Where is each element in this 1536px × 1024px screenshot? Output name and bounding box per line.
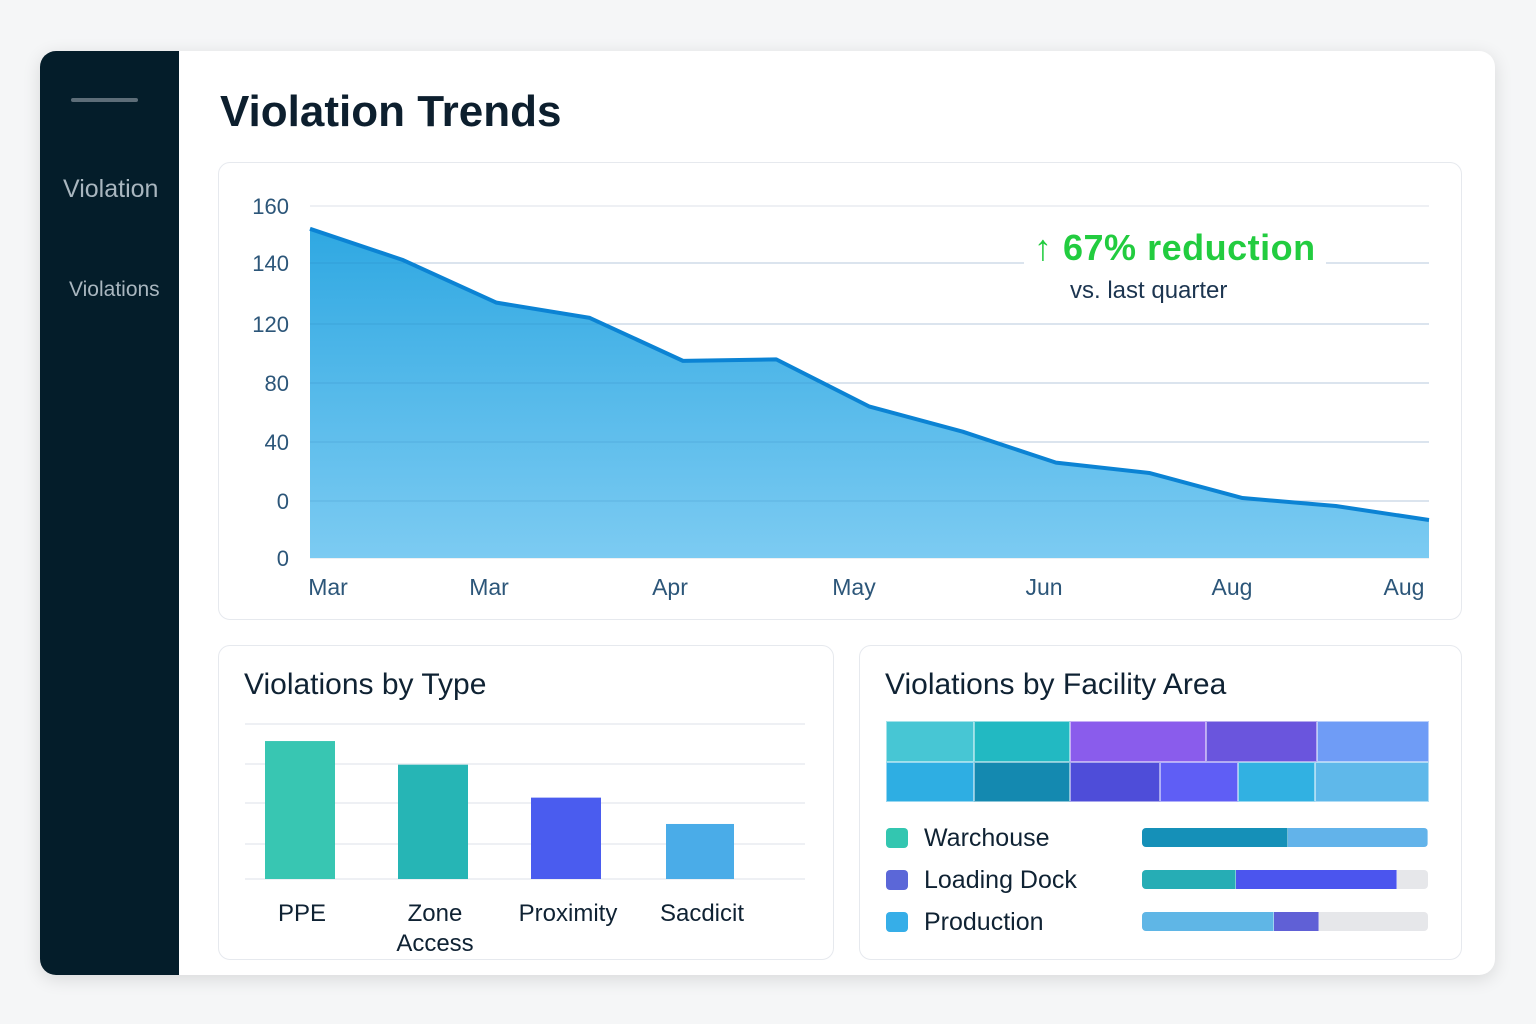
area-progress-bar — [1142, 870, 1428, 889]
treemap-row — [886, 721, 1429, 762]
reduction-headline: 67% reduction — [1063, 227, 1316, 268]
x-tick-label: May — [832, 574, 876, 600]
violations-by-type-card: Violations by Type PPE Zone Access Proximit… — [218, 645, 834, 960]
trend-chart: 160 140 120 80 40 0 0 Mar Mar Apr May Jun Aug Aug — [252, 194, 1430, 600]
progress-segment — [1142, 828, 1288, 847]
y-tick-label: 120 — [252, 312, 289, 337]
page-title: Violation Trends — [220, 87, 562, 136]
legend-label: Warchouse — [924, 823, 1050, 852]
treemap-cell[interactable] — [1069, 761, 1160, 802]
area-progress-bar — [1142, 828, 1428, 847]
treemap-cell[interactable] — [886, 721, 974, 762]
y-tick-label: 0 — [277, 546, 289, 571]
progress-segment — [1142, 870, 1237, 889]
x-tick-label: Mar — [308, 574, 348, 600]
x-tick-label: Aug — [1384, 574, 1425, 600]
legend-label: Production — [924, 907, 1044, 936]
x-tick-label: Apr — [652, 574, 688, 600]
reduction-annotation: ↑ 67% reduction vs. last quarter — [1024, 227, 1326, 305]
bar-category-label: Proximity — [519, 900, 618, 927]
bar-category-label: Sacdicit — [660, 900, 744, 927]
area-treemap — [886, 721, 1430, 802]
sidebar-item-violations[interactable]: Violations — [69, 278, 160, 301]
y-tick-label: 160 — [252, 194, 289, 219]
type-bar-chart: PPE Zone Access Proximity Sacdicit — [245, 723, 805, 957]
arrow-up-icon: ↑ — [1034, 227, 1053, 268]
sidebar: Violation Violations — [40, 51, 179, 975]
legend-swatch — [886, 870, 908, 890]
y-tick-label: 80 — [265, 371, 289, 396]
treemap-cell[interactable] — [886, 761, 975, 802]
bar-category-label: Zone — [408, 900, 463, 927]
bar-proximity — [531, 797, 601, 879]
progress-segment — [1273, 912, 1320, 931]
y-tick-label: 140 — [252, 251, 289, 276]
treemap-cell[interactable] — [1237, 761, 1316, 802]
bar-category-label: Access — [396, 930, 473, 957]
treemap-row — [886, 761, 1430, 802]
legend-item: Production — [886, 907, 1429, 936]
legend-item: Loading Dock — [886, 865, 1429, 894]
treemap-cell[interactable] — [1317, 721, 1429, 762]
area-progress-bar — [1142, 912, 1428, 931]
x-tick-label: Aug — [1212, 574, 1253, 600]
legend-swatch — [886, 912, 908, 932]
legend-label: Loading Dock — [924, 865, 1077, 894]
treemap-cell[interactable] — [973, 721, 1070, 762]
x-tick-label: Mar — [469, 574, 509, 600]
treemap-cell[interactable] — [1069, 721, 1206, 762]
area-fill — [310, 228, 1429, 559]
treemap-cell[interactable] — [974, 761, 1070, 802]
y-tick-label: 40 — [265, 430, 289, 455]
bar-ppe — [265, 741, 335, 879]
menu-handle-icon[interactable] — [71, 98, 138, 102]
area-chart-title: Violations by Facility Area — [885, 668, 1227, 701]
legend-swatch — [886, 828, 908, 848]
reduction-subtext: vs. last quarter — [1070, 277, 1228, 304]
progress-segment — [1236, 870, 1397, 889]
type-chart-title: Violations by Type — [244, 668, 487, 701]
trend-chart-card: 160 140 120 80 40 0 0 Mar Mar Apr May Jun Aug Aug ↑ 6… — [218, 162, 1462, 620]
dashboard-window: Violation Violations Violation Trends 16… — [40, 51, 1495, 975]
treemap-cell[interactable] — [1315, 761, 1430, 802]
y-tick-label: 0 — [277, 489, 289, 514]
sidebar-heading: Violation — [63, 175, 159, 203]
x-tick-label: Jun — [1025, 574, 1062, 600]
bar-zone-access — [398, 764, 468, 879]
bar-category-label: PPE — [278, 900, 326, 927]
treemap-cell[interactable] — [1205, 721, 1318, 762]
progress-segment — [1142, 912, 1274, 931]
progress-segment — [1287, 828, 1428, 847]
violations-by-area-card: Violations by Facility Area Warchouse Loa… — [859, 645, 1462, 960]
treemap-cell[interactable] — [1159, 761, 1238, 802]
bar-sacdicit — [666, 823, 734, 879]
legend-item: Warchouse — [886, 823, 1429, 852]
